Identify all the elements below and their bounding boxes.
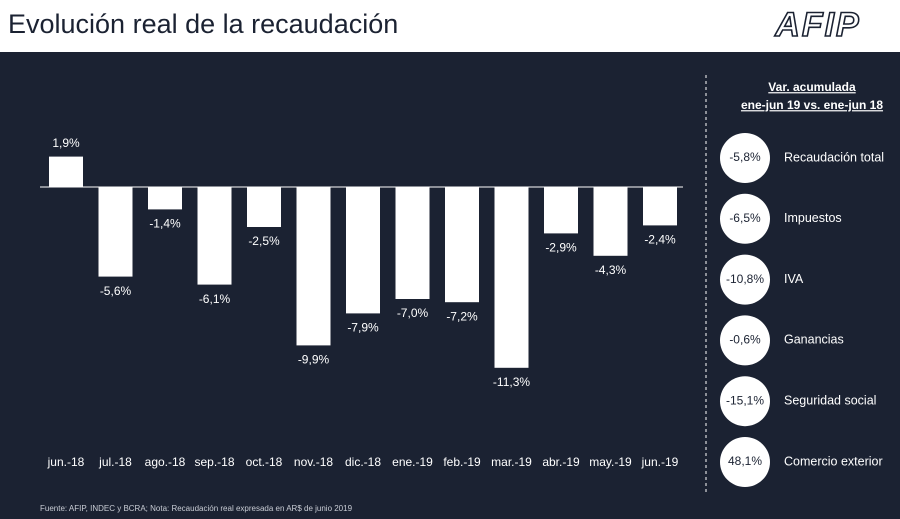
value-label: -9,9% (298, 353, 330, 367)
bar (593, 187, 628, 256)
item-name: IVA (784, 272, 804, 286)
bar (346, 187, 380, 314)
value-label: -2,9% (545, 241, 577, 255)
bar (494, 187, 529, 368)
badge-value: 48,1% (728, 454, 762, 468)
badge-value: -15,1% (726, 393, 764, 407)
bar (296, 187, 331, 346)
bar (247, 187, 281, 227)
header-band (0, 0, 900, 52)
item-name: Impuestos (784, 211, 842, 225)
x-tick-label: nov.-18 (294, 455, 333, 469)
bar (197, 187, 232, 285)
value-badge (720, 254, 770, 305)
panel-title: Var. acumulada (768, 80, 856, 94)
badge-value: -10,8% (726, 272, 764, 286)
x-tick-label: sep.-18 (194, 455, 234, 469)
value-badge (720, 376, 770, 427)
x-tick-label: jun.-18 (47, 455, 85, 469)
item-name: Seguridad social (784, 393, 876, 407)
x-tick-label: oct.-18 (246, 455, 283, 469)
bar (98, 187, 133, 277)
item-name: Comercio exterior (784, 454, 883, 468)
item-name: Recaudación total (784, 150, 884, 164)
value-label: -6,1% (199, 292, 231, 306)
x-tick-label: mar.-19 (491, 455, 532, 469)
value-label: -7,9% (347, 321, 379, 335)
panel-title: ene-jun 19 vs. ene-jun 18 (741, 98, 883, 112)
x-tick-label: jun.-19 (641, 455, 679, 469)
badge-value: -5,8% (729, 150, 761, 164)
x-tick-label: may.-19 (589, 455, 632, 469)
footer: Fuente: AFIP, INDEC y BCRA; Nota: Recaud… (40, 504, 353, 513)
badge-value: -6,5% (729, 211, 761, 225)
value-label: -11,3% (493, 375, 530, 389)
item-name: Ganancias (784, 333, 844, 347)
value-label: -2,4% (644, 233, 676, 247)
bar (643, 187, 677, 226)
value-badge (720, 437, 770, 487)
bar (148, 187, 182, 210)
value-label: -5,6% (100, 284, 132, 298)
badge-value: -0,6% (729, 333, 761, 347)
x-tick-label: dic.-18 (345, 455, 381, 469)
value-label: -4,3% (595, 263, 627, 277)
value-badge (720, 193, 770, 244)
x-tick-label: ago.-18 (145, 455, 186, 469)
bar (49, 156, 83, 187)
bar (395, 187, 430, 299)
logo: AFIP (774, 6, 860, 44)
value-label: -1,4% (149, 217, 181, 231)
x-tick-label: abr.-19 (542, 455, 580, 469)
x-tick-label: feb.-19 (443, 455, 481, 469)
x-tick-label: jul.-18 (98, 455, 132, 469)
value-label: -7,0% (397, 306, 429, 320)
value-badge (720, 315, 770, 366)
value-label: -2,5% (248, 234, 280, 248)
value-label: -7,2% (446, 309, 478, 323)
title: Evolución real de la recaudación (8, 9, 398, 39)
bar (445, 187, 479, 303)
value-label: 1,9% (52, 136, 80, 150)
value-badge (720, 133, 770, 183)
x-tick-label: ene.-19 (392, 455, 433, 469)
bar (544, 187, 578, 234)
